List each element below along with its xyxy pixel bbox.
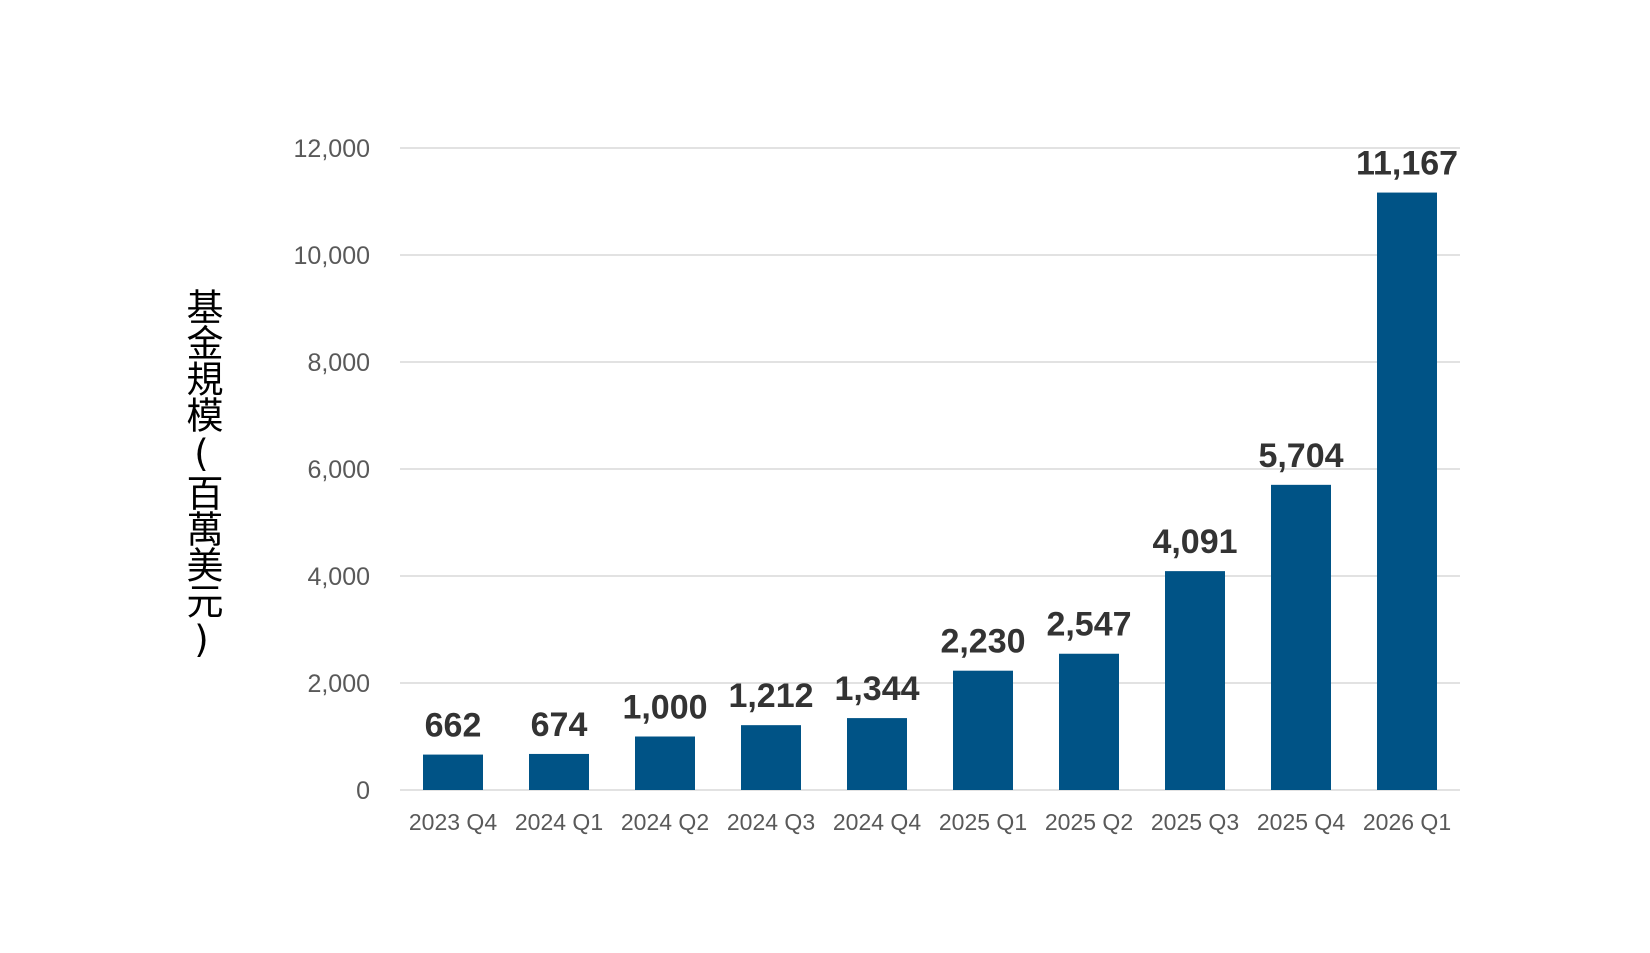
y-tick-label: 4,000 (307, 563, 370, 591)
x-tick-label: 2024 Q4 (833, 809, 921, 835)
x-tick-label: 2024 Q2 (621, 809, 709, 835)
data-label: 2,230 (940, 623, 1025, 661)
x-tick-label: 2025 Q1 (939, 809, 1027, 835)
data-label: 662 (425, 707, 482, 745)
x-tick-label: 2025 Q2 (1045, 809, 1133, 835)
bar (1059, 653, 1119, 790)
x-tick-label: 2024 Q1 (515, 809, 603, 835)
data-label: 5,704 (1258, 437, 1343, 475)
data-label: 2,547 (1046, 606, 1131, 644)
bar (1271, 484, 1331, 790)
bar (1377, 192, 1437, 791)
bar (953, 670, 1013, 790)
x-tick-label: 2025 Q3 (1151, 809, 1239, 835)
bar (423, 754, 483, 790)
y-tick-label: 12,000 (294, 135, 370, 163)
data-label: 674 (531, 706, 588, 744)
bar (529, 753, 589, 790)
x-tick-label: 2025 Q4 (1257, 809, 1345, 835)
data-label: 4,091 (1152, 523, 1237, 561)
data-label: 1,212 (728, 677, 813, 715)
x-tick-label: 2026 Q1 (1363, 809, 1451, 835)
data-label: 1,344 (834, 670, 919, 708)
bar (741, 725, 801, 790)
y-tick-label: 0 (356, 777, 370, 805)
x-tick-label: 2024 Q3 (727, 809, 815, 835)
x-tick-label: 2023 Q4 (409, 809, 497, 835)
y-tick-label: 2,000 (307, 670, 370, 698)
bar (847, 718, 907, 790)
y-tick-label: 6,000 (307, 456, 370, 484)
y-tick-label: 10,000 (294, 242, 370, 270)
data-label: 1,000 (622, 689, 707, 727)
y-tick-label: 8,000 (307, 349, 370, 377)
bar (1165, 571, 1225, 790)
y-axis-label: 基金規模(百萬美元) (180, 288, 223, 660)
bar (635, 736, 695, 790)
data-label: 11,167 (1356, 145, 1458, 183)
